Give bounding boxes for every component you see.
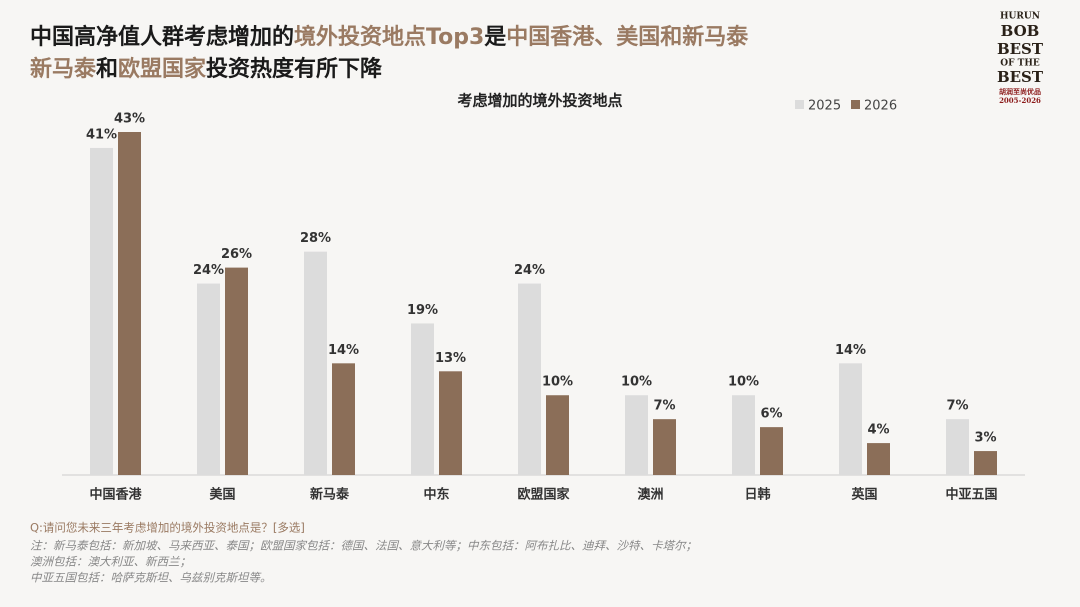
bar	[225, 267, 248, 475]
title-segment: 和	[96, 57, 118, 82]
bar	[946, 419, 969, 475]
legend-label: 2026	[864, 99, 897, 114]
x-tick-label: 美国	[209, 487, 235, 503]
value-label: 10%	[542, 375, 573, 390]
logo-text: 胡润至尚优品	[999, 87, 1041, 96]
logo-text: 2005-2026	[999, 96, 1041, 105]
value-label: 14%	[835, 343, 866, 358]
value-label: 41%	[86, 127, 117, 142]
x-tick-label: 澳洲	[637, 487, 663, 503]
bar	[332, 363, 355, 475]
bar	[411, 323, 434, 475]
value-label: 3%	[974, 431, 996, 446]
logo-text: BOB	[1001, 22, 1040, 40]
title-segment: 投资热度有所下降	[206, 56, 383, 82]
title-segment: 新马泰	[30, 56, 97, 82]
title-line: 中国高净值人群考虑增加的境外投资地点Top3是中国香港、美国和新马泰	[30, 24, 749, 50]
title-segment: 境外投资地点Top3	[294, 24, 484, 50]
bar	[653, 419, 676, 475]
logo-text: BEST	[997, 40, 1044, 58]
title-segment: 中国香港、美国和新马泰	[506, 24, 749, 50]
value-label: 14%	[328, 343, 359, 358]
question: Q:请问您未来三年考虑增加的境外投资地点是？[多选]	[30, 521, 305, 535]
x-tick-label: 新马泰	[310, 487, 350, 503]
value-label: 24%	[193, 263, 224, 278]
title-segment: 是	[484, 25, 506, 50]
x-tick-label: 中东	[423, 487, 449, 503]
x-tick-label: 日韩	[744, 487, 770, 503]
chart-title: 考虑增加的境外投资地点	[457, 92, 622, 110]
value-label: 7%	[653, 399, 675, 414]
value-label: 4%	[867, 423, 889, 438]
x-tick-label: 中国香港	[89, 487, 142, 503]
legend-swatch	[851, 100, 860, 109]
value-label: 19%	[407, 303, 438, 318]
logo-text: BEST	[997, 68, 1044, 86]
bar	[518, 283, 541, 475]
value-label: 24%	[514, 263, 545, 278]
value-label: 10%	[621, 375, 652, 390]
value-label: 13%	[435, 351, 466, 366]
value-label: 28%	[300, 231, 331, 246]
title-segment: 欧盟国家	[118, 56, 207, 82]
x-tick-label: 中亚五国	[945, 487, 997, 503]
note: 澳洲包括：澳大利亚、新西兰；	[30, 555, 191, 569]
bar	[867, 443, 890, 475]
title-line: 新马泰和欧盟国家投资热度有所下降	[30, 56, 383, 82]
bar	[90, 147, 113, 475]
bar	[839, 363, 862, 475]
x-tick-label: 欧盟国家	[517, 487, 570, 503]
bar	[546, 395, 569, 475]
note: 注：新马泰包括：新加坡、马来西亚、泰国；欧盟国家包括：德国、法国、意大利等；中东…	[30, 539, 697, 553]
bar	[732, 395, 755, 475]
logo-text: OF THE	[1000, 59, 1040, 69]
footnotes: Q:请问您未来三年考虑增加的境外投资地点是？[多选] 注：新马泰包括：新加坡、马…	[30, 521, 697, 585]
value-label: 10%	[728, 375, 759, 390]
bar	[625, 395, 648, 475]
note: 中亚五国包括：哈萨克斯坦、乌兹别克斯坦等。	[30, 571, 272, 585]
bar	[439, 371, 462, 475]
value-label: 7%	[946, 399, 968, 414]
legend-label: 2025	[808, 99, 841, 114]
bar	[118, 132, 141, 475]
value-label: 26%	[221, 247, 252, 262]
title-segment: 中国高净值人群考虑增加的	[30, 24, 294, 50]
value-label: 6%	[760, 407, 782, 422]
bar	[197, 283, 220, 475]
bar	[304, 251, 327, 475]
logo-text: HURUN	[1000, 12, 1040, 22]
value-label: 43%	[114, 112, 145, 127]
legend-swatch	[795, 100, 804, 109]
x-tick-label: 英国	[850, 487, 877, 503]
bar	[760, 427, 783, 475]
bar	[974, 451, 997, 475]
